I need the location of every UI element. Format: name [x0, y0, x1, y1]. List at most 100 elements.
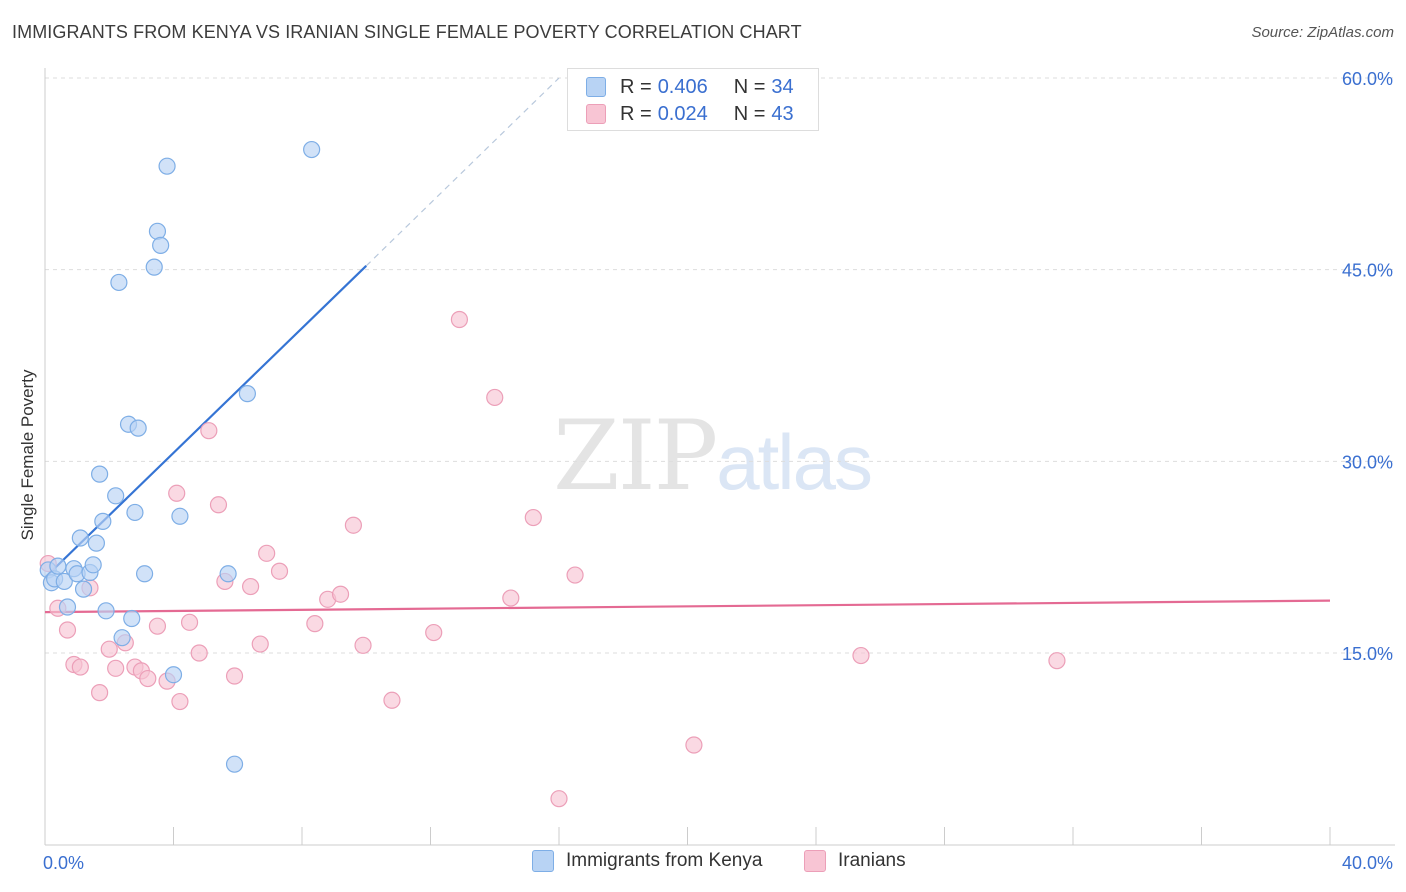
legend-item-kenya[interactable]: Immigrants from Kenya: [532, 850, 762, 872]
watermark-zip: ZIP: [553, 400, 718, 512]
kenya-point: [158, 157, 176, 175]
kenya-point: [87, 534, 106, 552]
kenya-point: [238, 385, 256, 403]
kenya-point: [129, 419, 147, 437]
tick-labels: 15.0% 30.0% 45.0% 60.0% 0.0% 40.0%: [43, 69, 1393, 873]
n-label: N =: [733, 102, 766, 125]
kenya-point: [74, 580, 93, 598]
kenya-point: [225, 755, 244, 773]
chart-title: IMMIGRANTS FROM KENYA VS IRANIAN SINGLE …: [12, 22, 802, 42]
y-tick-label: 45.0%: [1342, 261, 1393, 281]
iranians-point: [251, 635, 269, 653]
iranians-point: [425, 623, 443, 642]
legend-label: Iranians: [838, 850, 906, 871]
kenya-trend-extension: [365, 77, 560, 267]
kenya-point: [58, 598, 77, 616]
kenya-point: [94, 512, 112, 530]
iranians-point: [550, 790, 568, 808]
kenya-point: [219, 565, 237, 583]
iranians-point: [383, 691, 401, 709]
kenya-point: [123, 609, 141, 628]
correlation-legend: R = 0.406 N = 34 R = 0.024 N = 43: [567, 68, 819, 131]
kenya-swatch: [532, 850, 554, 872]
iranians-swatch: [586, 104, 606, 124]
source-credit: Source: ZipAtlas.com: [1251, 24, 1394, 41]
grid-lines: [45, 77, 1395, 654]
iranians-point: [270, 562, 289, 580]
kenya-point: [171, 507, 189, 525]
legend-row-kenya: R = 0.406 N = 34: [586, 75, 794, 99]
iranians-point: [148, 617, 167, 635]
kenya-point: [71, 529, 89, 547]
kenya-point: [55, 572, 73, 591]
data-points: [39, 140, 1066, 808]
axes: [44, 68, 1395, 846]
iranians-point: [139, 669, 157, 688]
iranians-point: [209, 496, 228, 514]
legend-row-iranians: R = 0.024 N = 43: [586, 102, 794, 126]
kenya-point: [164, 666, 183, 684]
iranians-point: [486, 388, 504, 407]
iranians-point: [171, 692, 189, 711]
n-value: 43: [771, 102, 794, 125]
y-tick-label: 30.0%: [1342, 452, 1393, 472]
iranians-point: [354, 636, 372, 654]
n-value: 34: [771, 75, 794, 98]
iranians-point: [242, 577, 260, 596]
iranians-point: [100, 640, 118, 658]
iranians-point: [852, 646, 870, 665]
legend-label: Immigrants from Kenya: [566, 850, 763, 871]
kenya-point: [49, 557, 67, 575]
iranians-point: [1048, 652, 1066, 670]
kenya-point: [148, 222, 167, 240]
r-value: 0.024: [657, 102, 708, 125]
n-label: N =: [733, 75, 766, 98]
kenya-point: [97, 602, 115, 620]
x-tick-label: 40.0%: [1342, 853, 1393, 873]
iranians-point: [58, 621, 77, 639]
kenya-point: [145, 258, 163, 276]
iranians-point: [524, 508, 542, 527]
kenya-trend-line: [44, 265, 368, 579]
kenya-point: [135, 565, 154, 583]
iranians-trend-line: [44, 599, 1331, 614]
iranians-point: [190, 644, 208, 662]
r-label: R =: [620, 75, 652, 98]
trend-lines: [44, 77, 1331, 614]
iranians-point: [450, 310, 469, 329]
series-legend: Immigrants from Kenya Iranians: [0, 850, 1406, 880]
y-tick-label: 15.0%: [1342, 644, 1393, 664]
iranians-point: [200, 422, 218, 440]
x-tick-label: 0.0%: [43, 853, 84, 873]
kenya-point: [107, 487, 125, 505]
kenya-point: [84, 556, 102, 574]
iranians-swatch: [804, 850, 826, 872]
kenya-point: [113, 629, 131, 647]
y-tick-label: 60.0%: [1342, 69, 1393, 89]
iranians-point: [331, 585, 350, 603]
iranians-point: [91, 684, 109, 702]
iranians-point: [306, 615, 324, 633]
kenya-point: [91, 465, 109, 483]
iranians-point: [71, 658, 89, 676]
iranians-point: [502, 589, 520, 607]
kenya-point: [303, 140, 321, 159]
iranians-point: [344, 516, 362, 534]
iranians-point: [168, 484, 186, 502]
kenya-swatch: [586, 77, 606, 97]
kenya-point: [110, 273, 128, 292]
iranians-point: [107, 659, 125, 677]
iranians-point: [180, 613, 199, 631]
r-label: R =: [620, 102, 652, 125]
watermark-atlas: atlas: [716, 418, 873, 506]
iranians-point: [685, 736, 703, 754]
kenya-point: [152, 236, 170, 254]
legend-item-iranians[interactable]: Iranians: [804, 850, 906, 872]
r-value: 0.406: [657, 75, 708, 98]
kenya-point: [126, 503, 144, 522]
iranians-point: [225, 667, 244, 685]
iranians-point: [258, 544, 276, 562]
watermark: ZIPatlas: [553, 400, 873, 512]
iranians-point: [566, 566, 584, 584]
